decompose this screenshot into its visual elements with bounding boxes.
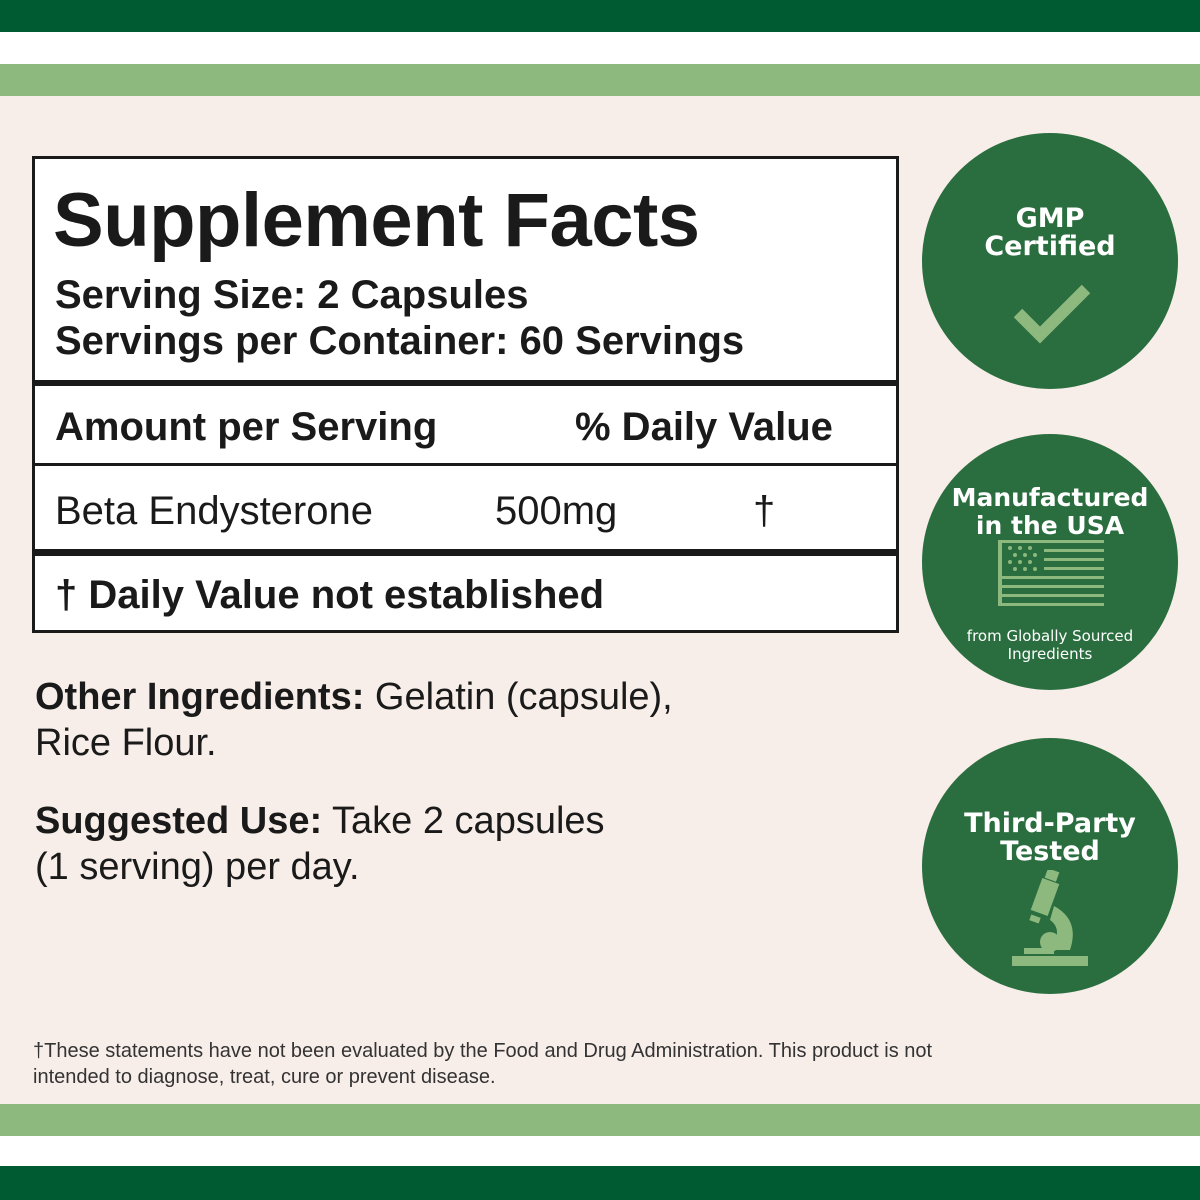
suggested-use-text: (1 serving) per day.	[35, 846, 360, 888]
other-ingredients-text: Gelatin (capsule),	[364, 676, 673, 718]
divider	[35, 463, 896, 466]
suggested-use-label: Suggested Use:	[35, 800, 323, 842]
bottom-light-band	[0, 1104, 1200, 1136]
disclaimer-line: intended to diagnose, treat, cure or pre…	[33, 1066, 496, 1088]
facts-title: Supplement Facts	[53, 178, 700, 263]
ingredient-name: Beta Endysterone	[55, 489, 373, 533]
us-flag-icon	[998, 540, 1104, 606]
serving-size: Serving Size: 2 Capsules	[55, 273, 529, 317]
top-dark-band	[0, 0, 1200, 32]
other-ingredients: Other Ingredients: Gelatin (capsule), Ric…	[35, 674, 673, 766]
suggested-use: Suggested Use: Take 2 capsules (1 serving…	[35, 798, 605, 890]
badge-title: GMP	[1015, 203, 1085, 234]
badge-title: in the USA	[975, 511, 1125, 540]
third-party-badge: Third-Party Tested	[922, 738, 1178, 994]
divider	[35, 380, 896, 386]
fda-disclaimer: †These statements have not been evaluate…	[33, 1038, 932, 1090]
top-white-band	[0, 32, 1200, 64]
servings-per-container: Servings per Container: 60 Servings	[55, 319, 745, 363]
usa-badge: Manufactured in the USA from Globally So…	[922, 434, 1178, 690]
top-light-band	[0, 64, 1200, 96]
badge-title: Third-Party	[964, 808, 1136, 839]
badge-title: Tested	[1000, 836, 1100, 867]
badge-title: Certified	[984, 231, 1116, 262]
microscope-icon	[1012, 870, 1088, 966]
other-ingredients-text: Rice Flour.	[35, 722, 217, 764]
badge-subtitle: Ingredients	[1007, 645, 1093, 663]
checkmark-icon	[1013, 284, 1091, 344]
bottom-white-band	[0, 1136, 1200, 1166]
ingredient-dv: †	[753, 489, 776, 533]
badge-title: Manufactured	[951, 483, 1149, 512]
supplement-facts-panel: Supplement Facts Serving Size: 2 Capsule…	[32, 156, 899, 633]
divider	[35, 549, 896, 556]
footnote: † Daily Value not established	[55, 573, 605, 617]
ingredient-amount: 500mg	[495, 489, 618, 533]
gmp-badge: GMP Certified	[922, 133, 1178, 389]
header-amount: Amount per Serving	[55, 405, 438, 449]
suggested-use-text: Take 2 capsules	[322, 800, 605, 842]
other-ingredients-label: Other Ingredients:	[35, 676, 365, 718]
header-daily-value: % Daily Value	[575, 405, 833, 449]
badge-subtitle: from Globally Sourced	[966, 627, 1134, 645]
disclaimer-line: †These statements have not been evaluate…	[33, 1040, 933, 1062]
bottom-dark-band	[0, 1166, 1200, 1200]
